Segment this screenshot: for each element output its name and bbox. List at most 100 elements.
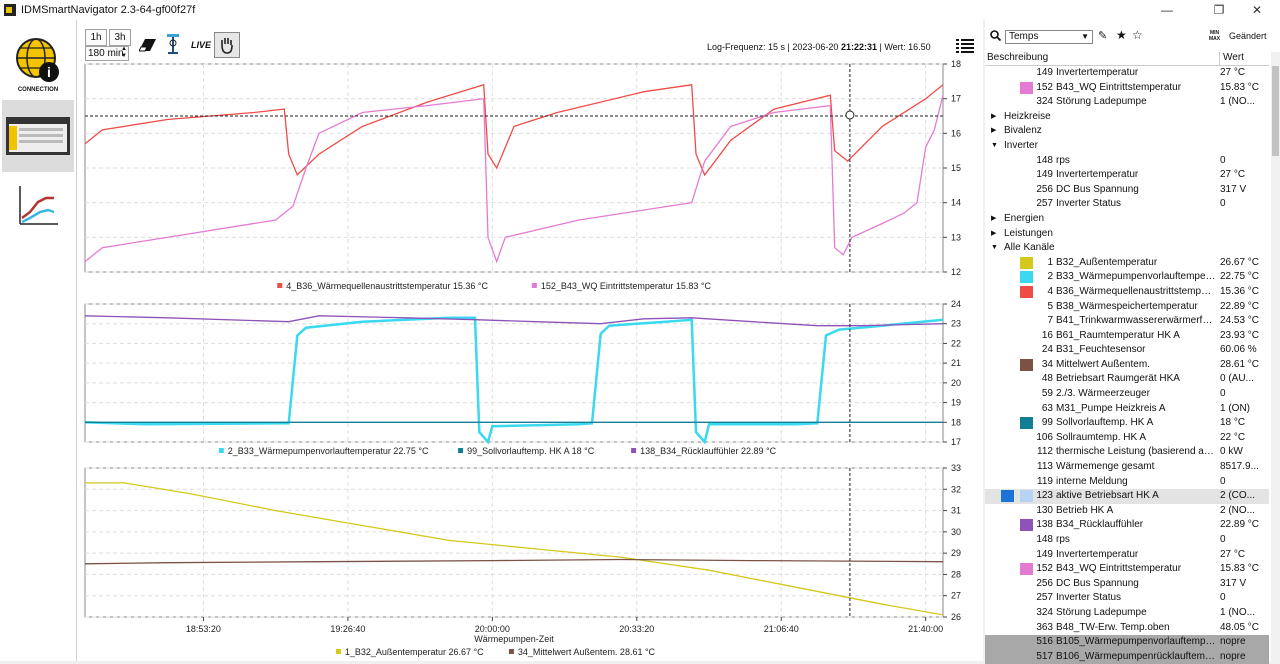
channel-row[interactable]: 152 B43_WQ Eintrittstemperatur 15.83 °C: [985, 562, 1269, 577]
star-filled-icon[interactable]: ★: [1116, 28, 1127, 42]
series-line[interactable]: [84, 316, 944, 445]
series-color-swatch[interactable]: [1020, 271, 1033, 284]
series-color-swatch[interactable]: [1020, 417, 1033, 430]
channel-row[interactable]: 149 Invertertemperatur 27 °C: [985, 548, 1269, 563]
series-color-swatch[interactable]: [1001, 490, 1014, 503]
series-color-swatch[interactable]: [1020, 285, 1033, 298]
live-button[interactable]: LIVE: [191, 40, 212, 50]
search-icon[interactable]: [990, 30, 1002, 44]
collapsed-triangle-icon[interactable]: ▶: [991, 229, 997, 237]
range-3h-button[interactable]: 3h: [109, 29, 131, 46]
channel-row[interactable]: 148 rps 0: [985, 154, 1269, 169]
minmax-button[interactable]: MIN MAX: [1209, 30, 1220, 42]
maximize-button[interactable]: ❐: [1213, 3, 1225, 17]
profile-select[interactable]: Temps ▼: [1005, 30, 1093, 44]
legend-entry[interactable]: 1_B32_Außentemperatur 26.67 °C: [345, 647, 484, 657]
channel-row[interactable]: 149 Invertertemperatur 27 °C: [985, 168, 1269, 183]
series-color-swatch[interactable]: [1020, 519, 1033, 532]
series-line[interactable]: [84, 83, 944, 177]
column-value[interactable]: Wert: [1223, 52, 1244, 63]
legend-entry[interactable]: 152_B43_WQ Eintrittstemperatur 15.83 °C: [541, 281, 712, 291]
range-1h-button[interactable]: 1h: [85, 29, 107, 46]
collapsed-triangle-icon[interactable]: ▶: [991, 127, 997, 135]
collapsed-triangle-icon[interactable]: ▶: [991, 112, 997, 120]
channel-row[interactable]: 324 Störung Ladepumpe 1 (NO...: [985, 95, 1269, 110]
channel-row[interactable]: 148 rps 0: [985, 533, 1269, 548]
channel-row[interactable]: 16 B61_Raumtemperatur HK A 23.93 °C: [985, 329, 1269, 344]
legend-entry[interactable]: 34_Mittelwert Außentem. 28.61 °C: [518, 647, 656, 657]
channel-row[interactable]: 63 M31_Pumpe Heizkreis A 1 (ON): [985, 402, 1269, 417]
channel-row[interactable]: 24 B31_Feuchtesensor 60.06 %: [985, 343, 1269, 358]
collapsed-triangle-icon[interactable]: ▶: [991, 214, 997, 222]
channel-row[interactable]: 59 2./3. Wärmeerzeuger 0: [985, 387, 1269, 402]
nav-connection[interactable]: i CONNECTION: [2, 28, 74, 100]
legend-entry[interactable]: 138_B34_Rücklauffühler 22.89 °C: [640, 446, 777, 456]
expanded-triangle-icon[interactable]: ▼: [991, 244, 998, 252]
tree-group[interactable]: ▼ Inverter: [985, 139, 1269, 154]
tree-group[interactable]: ▶ Bivalenz: [985, 124, 1269, 139]
series-line[interactable]: [84, 558, 944, 565]
series-color-swatch[interactable]: [1020, 490, 1033, 503]
minimize-button[interactable]: —: [1161, 3, 1173, 17]
channel-row[interactable]: 256 DC Bus Spannung 317 V: [985, 183, 1269, 198]
channel-row[interactable]: 363 B48_TW-Erw. Temp.oben 48.05 °C: [985, 621, 1269, 636]
channel-row[interactable]: 1 B32_Außentemperatur 26.67 °C: [985, 256, 1269, 271]
channel-row[interactable]: 112 thermische Leistung (basierend auf ..…: [985, 445, 1269, 460]
legend-entry[interactable]: 99_Sollvorlauftemp. HK A 18 °C: [467, 446, 595, 456]
nav-device-overview[interactable]: [2, 100, 74, 172]
series-line[interactable]: [84, 95, 944, 264]
channel-row[interactable]: 119 interne Meldung 0: [985, 475, 1269, 490]
channel-row[interactable]: 34 Mittelwert Außentem. 28.61 °C: [985, 358, 1269, 373]
channel-row[interactable]: 257 Inverter Status 0: [985, 197, 1269, 212]
channel-row[interactable]: 5 B38_Wärmespeichertemperatur 22.89 °C: [985, 300, 1269, 315]
tree-group[interactable]: ▼ Alle Kanäle: [985, 241, 1269, 256]
channel-row[interactable]: 99 Sollvorlauftemp. HK A 18 °C: [985, 416, 1269, 431]
series-line[interactable]: [85, 482, 944, 616]
pan-hand-button[interactable]: [214, 32, 240, 58]
channel-row[interactable]: 123 aktive Betriebsart HK A 2 (CO...: [985, 489, 1269, 504]
tree-group[interactable]: ▶ Heizkreise: [985, 110, 1269, 125]
series-color-swatch[interactable]: [1020, 358, 1033, 371]
series-line[interactable]: [84, 315, 944, 327]
legend-entry[interactable]: 4_B36_Wärmequellenaustrittstemperatur 15…: [286, 281, 488, 291]
channel-row[interactable]: 7 B41_Trinkwarmwassererwärmerfühler 24.53 …: [985, 314, 1269, 329]
stepper-arrows-icon[interactable]: ▲ ▼: [121, 46, 127, 59]
channel-row[interactable]: 256 DC Bus Spannung 317 V: [985, 577, 1269, 592]
tree-group[interactable]: ▶ Energien: [985, 212, 1269, 227]
star-outline-icon[interactable]: ☆: [1132, 28, 1143, 42]
channel-row[interactable]: 2 B33_Wärmepumpenvorlauftemperatur 22.75 °…: [985, 270, 1269, 285]
nav-charts[interactable]: [2, 170, 74, 242]
expanded-triangle-icon[interactable]: ▼: [991, 141, 998, 149]
column-description[interactable]: Beschreibung: [985, 52, 1220, 65]
tree-group-label: Bivalenz: [1004, 125, 1042, 137]
channel-description: B34_Rücklauffühler: [1056, 519, 1144, 531]
channel-row[interactable]: 4 B36_Wärmequellenaustrittstemperatur 15.3…: [985, 285, 1269, 300]
charts-svg[interactable]: 12 13 14 15 16 17 18 4_B36_Wärmequellenaustritt…: [77, 20, 983, 661]
channel-row[interactable]: 516 B105_Wärmepumpenvorlauftemperatur nopr…: [985, 635, 1269, 650]
series-color-swatch[interactable]: [1020, 81, 1033, 94]
channel-row[interactable]: 152 B43_WQ Eintrittstemperatur 15.83 °C: [985, 81, 1269, 96]
channel-row[interactable]: 149 Invertertemperatur 27 °C: [985, 66, 1269, 81]
edit-pencil-icon[interactable]: ✎: [1098, 30, 1108, 42]
eraser-icon[interactable]: [138, 38, 157, 55]
tree-group[interactable]: ▶ Leistungen: [985, 227, 1269, 242]
channel-row[interactable]: 138 B34_Rücklauffühler 22.89 °C: [985, 518, 1269, 533]
channel-row[interactable]: 48 Betriebsart Raumgerät HKA 0 (AU...: [985, 372, 1269, 387]
series-color-swatch[interactable]: [1020, 256, 1033, 269]
minutes-stepper[interactable]: 180 min ▲ ▼: [85, 46, 129, 61]
channel-row[interactable]: 113 Wärmemenge gesamt 8517.9...: [985, 460, 1269, 475]
channel-row[interactable]: 257 Inverter Status 0: [985, 591, 1269, 606]
cursor-tool-icon[interactable]: [165, 33, 181, 58]
scrollbar-thumb[interactable]: [1272, 66, 1279, 156]
channel-row[interactable]: 324 Störung Ladepumpe 1 (NO...: [985, 606, 1269, 621]
legend-toggle-icon[interactable]: [956, 39, 974, 56]
series-color-swatch[interactable]: [1020, 563, 1033, 576]
legend-entry[interactable]: 2_B33_Wärmepumpenvorlauftemperatur 22.75…: [228, 446, 429, 456]
changed-filter-label[interactable]: Geändert: [1229, 31, 1267, 41]
channel-row[interactable]: 130 Betrieb HK A 2 (NO...: [985, 504, 1269, 519]
channel-row[interactable]: 106 Sollraumtemp. HK A 22 °C: [985, 431, 1269, 446]
device-screen-icon: [6, 117, 70, 155]
close-button[interactable]: ✕: [1251, 3, 1263, 17]
panel-scrollbar[interactable]: [1271, 52, 1280, 661]
